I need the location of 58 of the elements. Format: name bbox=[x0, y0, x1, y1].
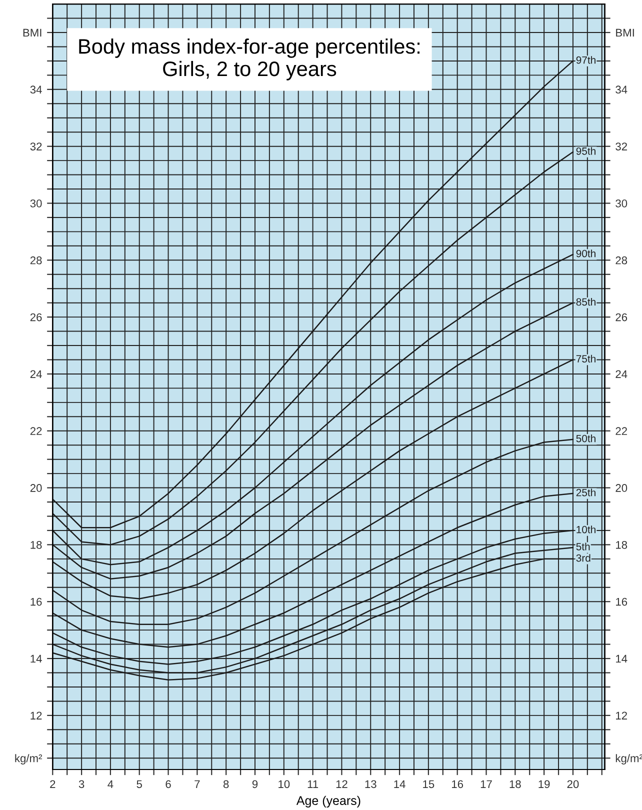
x-tick-label: 16 bbox=[452, 780, 464, 788]
x-tick-label: 18 bbox=[510, 780, 521, 788]
x-tick-label: 14 bbox=[394, 780, 406, 788]
x-tick-label: 2 bbox=[50, 780, 56, 788]
y-tick-label: 12 bbox=[30, 712, 42, 720]
y-tick-label: 16 bbox=[30, 598, 42, 606]
y2-tick-label: 32 bbox=[616, 142, 627, 150]
series-label: 85th bbox=[576, 298, 596, 306]
y-tick-label: BMI bbox=[23, 28, 42, 37]
x-tick-label: 19 bbox=[538, 780, 550, 788]
x-tick-label: 15 bbox=[423, 780, 434, 788]
y-tick-label: 26 bbox=[30, 313, 42, 322]
y-tick-label: 28 bbox=[30, 256, 42, 264]
series-label: 10th bbox=[576, 526, 596, 534]
y2-tick-label: 14 bbox=[616, 654, 628, 663]
y2-tick-label: 16 bbox=[616, 598, 628, 606]
y-tick-label: 24 bbox=[30, 370, 42, 378]
x-tick-label: 13 bbox=[365, 780, 376, 788]
x-tick-label: 11 bbox=[308, 780, 318, 788]
y2-tick-label: 28 bbox=[616, 256, 628, 264]
text: Body mass index-for-age percentiles: Girls, 2 to 20 years bbox=[79, 38, 420, 80]
series-label: 50th bbox=[576, 434, 596, 442]
series-label: 5th bbox=[576, 542, 590, 550]
x-tick-label: 10 bbox=[278, 780, 290, 788]
y2-tick-label: 30 bbox=[616, 200, 628, 208]
x-tick-label: 9 bbox=[252, 780, 258, 788]
y-tick-label: kg/m² bbox=[15, 754, 42, 764]
series-label: 97th bbox=[576, 56, 596, 64]
x-tick-label: 3 bbox=[78, 780, 84, 788]
series-label: 75th bbox=[576, 354, 596, 363]
y2-tick-label: 34 bbox=[616, 86, 628, 94]
y-tick-label: 18 bbox=[30, 540, 42, 549]
x-tick-label: 12 bbox=[336, 780, 348, 788]
y2-tick-label: 20 bbox=[616, 484, 628, 492]
x-tick-label: 20 bbox=[567, 780, 579, 788]
x-axis-title: Age (years) bbox=[296, 796, 360, 808]
x-tick-label: 17 bbox=[480, 780, 492, 788]
y-tick-label: 32 bbox=[30, 142, 42, 150]
y2-tick-label: BMI bbox=[616, 28, 634, 37]
x-tick-label: 8 bbox=[223, 780, 229, 788]
y2-tick-label: 24 bbox=[616, 370, 628, 378]
y2-tick-label: 18 bbox=[616, 540, 628, 549]
y2-tick-label: 12 bbox=[616, 712, 627, 720]
y-tick-label: 20 bbox=[30, 484, 42, 492]
series-label: 25th bbox=[576, 488, 596, 496]
y-tick-label: 22 bbox=[30, 427, 42, 435]
x-tick-label: 6 bbox=[166, 780, 171, 788]
y-tick-label: 14 bbox=[30, 654, 42, 663]
y2-tick-label: 22 bbox=[616, 427, 627, 435]
series-label: 90th bbox=[576, 250, 596, 258]
x-tick-label: 4 bbox=[108, 780, 114, 788]
y2-tick-label: 26 bbox=[616, 313, 628, 322]
series-label: 3rd bbox=[576, 554, 590, 562]
series-label: 95th bbox=[576, 147, 596, 155]
x-tick-label: 5 bbox=[136, 780, 142, 788]
x-tick-label: 7 bbox=[194, 780, 200, 788]
y-tick-label: 34 bbox=[30, 86, 42, 94]
y-tick-label: 30 bbox=[30, 200, 42, 208]
